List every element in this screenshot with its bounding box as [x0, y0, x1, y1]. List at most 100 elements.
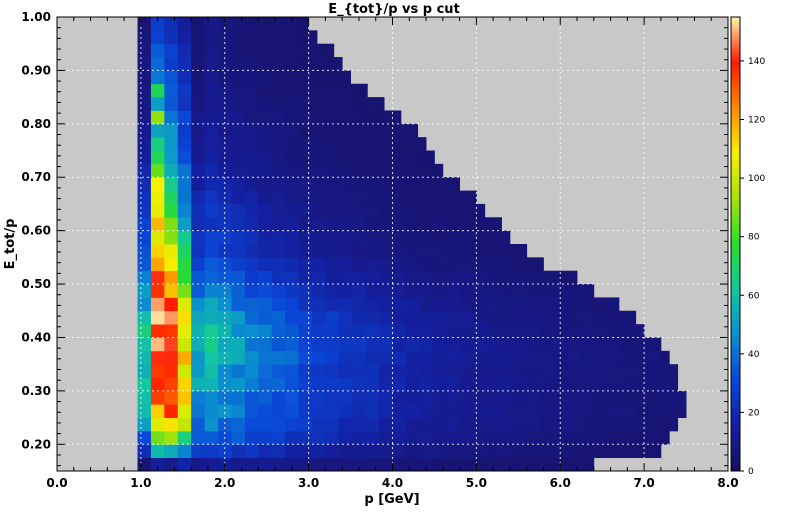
heatmap-cell [204, 377, 219, 392]
heatmap-cell [379, 123, 393, 138]
heatmap-cell [218, 257, 232, 272]
heatmap-cell [379, 163, 393, 178]
heatmap-cell [325, 217, 340, 232]
heatmap-cell [231, 190, 246, 205]
heatmap-cell [540, 337, 554, 352]
heatmap-cell [365, 190, 380, 205]
heatmap-cell [137, 177, 152, 191]
heatmap-cell [177, 257, 192, 272]
heatmap-cell [620, 390, 635, 405]
heatmap-cell [150, 190, 165, 205]
heatmap-cell [218, 163, 232, 178]
heatmap-cell [244, 30, 259, 45]
heatmap-cell [218, 444, 232, 459]
heatmap-cell [392, 123, 407, 138]
heatmap-cell [607, 337, 622, 352]
heatmap-cell [634, 430, 648, 445]
heatmap-cell [338, 444, 353, 459]
heatmap-cell [419, 217, 434, 232]
heatmap-cell [446, 230, 460, 245]
heatmap-cell [513, 297, 528, 312]
heatmap-cell [338, 97, 353, 111]
heatmap-cell [285, 230, 299, 245]
x-tick-label: 4.0 [382, 476, 403, 490]
heatmap-cell [177, 230, 192, 245]
heatmap-cell [647, 337, 662, 352]
heatmap-cell [540, 257, 544, 272]
heatmap-cell [566, 457, 581, 472]
heatmap-cell [137, 244, 152, 258]
heatmap-cell [298, 404, 313, 418]
heatmap-cell [338, 244, 353, 258]
heatmap-cell [311, 150, 326, 165]
heatmap-cell [620, 444, 635, 459]
heatmap-cell [674, 404, 687, 418]
heatmap-cell [379, 350, 393, 365]
heatmap-cell [432, 444, 447, 459]
heatmap-cell [513, 444, 528, 459]
heatmap-cell [419, 430, 434, 445]
heatmap-cell [325, 123, 340, 138]
heatmap-cell [271, 123, 286, 138]
heatmap-cell [446, 310, 460, 325]
heatmap-cell [352, 190, 367, 205]
heatmap-cell [473, 244, 487, 258]
heatmap-cell [191, 457, 206, 472]
heatmap-cell [218, 417, 232, 432]
heatmap-cell [177, 310, 192, 325]
heatmap-cell [285, 457, 299, 472]
heatmap-cell [392, 430, 407, 445]
heatmap-cell [405, 284, 420, 298]
heatmap-cell [271, 257, 286, 272]
heatmap-cell [150, 57, 165, 71]
heatmap-cell [285, 137, 299, 151]
heatmap-cell [473, 270, 487, 285]
heatmap-cell [419, 230, 434, 245]
heatmap-cell [540, 390, 554, 405]
heatmap-cell [311, 217, 326, 232]
heatmap-cell [405, 390, 420, 405]
heatmap-cell [204, 43, 219, 58]
y-tick-label: 0.20 [21, 437, 51, 451]
heatmap-cell [473, 217, 487, 232]
heatmap-cell [191, 284, 206, 298]
heatmap-cell [285, 430, 299, 445]
heatmap-cell [392, 417, 407, 432]
heatmap-cell [580, 377, 595, 392]
heatmap-cell [191, 350, 206, 365]
heatmap-cell [150, 123, 165, 138]
heatmap-cell [325, 230, 340, 245]
heatmap-cell [325, 350, 340, 365]
heatmap-cell [244, 297, 259, 312]
heatmap-cell [540, 404, 554, 418]
heatmap-cell [177, 417, 192, 432]
heatmap-cell [285, 83, 299, 98]
heatmap-cell [150, 417, 165, 432]
heatmap-cell [338, 177, 353, 191]
heatmap-cell [298, 350, 313, 365]
heatmap-cell [311, 244, 326, 258]
heatmap-cell [352, 324, 367, 338]
heatmap-cell [164, 417, 179, 432]
heatmap-cell [325, 284, 340, 298]
heatmap-cell [593, 364, 608, 378]
heatmap-cell [271, 177, 286, 191]
heatmap-cell [526, 390, 541, 405]
heatmap-cell [392, 110, 402, 125]
heatmap-cell [177, 123, 192, 138]
heatmap-cell [593, 337, 608, 352]
heatmap-cell [311, 203, 326, 218]
heatmap-cell [486, 457, 501, 472]
heatmap-cell [405, 364, 420, 378]
heatmap-cell [311, 270, 326, 285]
heatmap-cell [204, 150, 219, 165]
heatmap-cell [620, 337, 635, 352]
heatmap-cell [405, 310, 420, 325]
heatmap-cell [204, 203, 219, 218]
y-tick-label: 0.90 [21, 63, 51, 77]
heatmap-cell [566, 417, 581, 432]
heatmap-cell [486, 297, 501, 312]
heatmap-cell [446, 404, 460, 418]
heatmap-cell [137, 110, 152, 125]
